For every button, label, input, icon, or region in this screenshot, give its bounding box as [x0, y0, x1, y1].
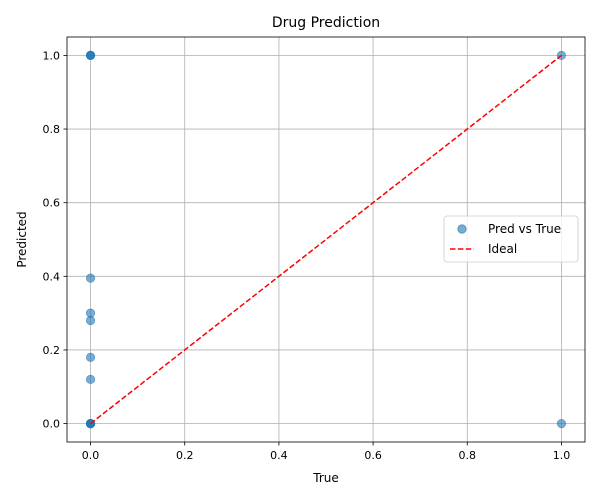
chart-legend: Pred vs True Ideal [443, 215, 579, 263]
grid-lines [67, 37, 585, 442]
legend-marker-scatter [457, 224, 467, 234]
scatter-point [85, 374, 96, 385]
legend-box [443, 215, 579, 263]
x-axis-label: True [312, 471, 339, 485]
x-tick-label: 0.8 [459, 449, 477, 462]
y-tick-label: 0.6 [43, 197, 61, 210]
x-tick-label: 0.6 [364, 449, 382, 462]
y-tick-label: 0.0 [43, 418, 61, 431]
x-tick-label: 0.0 [82, 449, 100, 462]
scatter-point [556, 418, 567, 429]
data-layer [85, 50, 567, 429]
y-tick-label: 0.4 [43, 270, 61, 283]
legend-label: Ideal [488, 242, 517, 256]
scatter-point [85, 315, 96, 326]
x-tick-label: 0.2 [176, 449, 194, 462]
y-tick-label: 0.2 [43, 344, 61, 357]
legend-label: Pred vs True [488, 222, 561, 236]
scatter-point [85, 273, 96, 283]
chart-title: Drug Prediction [272, 15, 380, 31]
axis-ticks: 0.0 0.2 0.4 0.6 0.8 1.0 0.0 0.2 0.4 0.6 0.8 1.0 [43, 49, 571, 462]
plot-frame [66, 36, 586, 443]
scatter-point [85, 352, 96, 362]
x-tick-label: 1.0 [553, 449, 571, 462]
y-axis-label: Predicted [15, 211, 29, 267]
ideal-line [90, 54, 562, 425]
x-tick-label: 0.4 [270, 449, 288, 462]
y-tick-label: 1.0 [43, 49, 61, 62]
scatter-point [85, 50, 96, 61]
y-tick-label: 0.8 [43, 123, 61, 136]
